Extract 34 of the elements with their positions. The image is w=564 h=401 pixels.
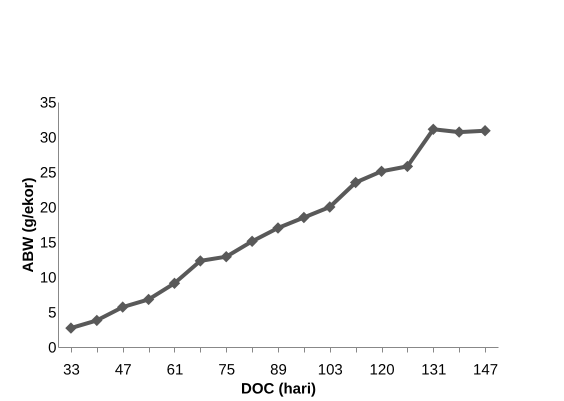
y-tick-label: 0: [48, 340, 56, 356]
point: [65, 322, 77, 334]
point: [324, 201, 336, 213]
y-tick-label: 15: [40, 234, 56, 252]
x-tick-label: 89: [270, 362, 287, 378]
x-tick-label: 47: [114, 362, 132, 378]
point: [91, 314, 103, 326]
x-tick-label: 131: [421, 362, 446, 378]
x-axis-title: DOC (hari): [241, 380, 316, 398]
point: [350, 176, 362, 188]
point: [246, 236, 258, 247]
point: [194, 255, 206, 267]
y-axis-title: ABW (g/ekor): [20, 178, 37, 272]
x-tick-label: 61: [166, 362, 184, 378]
point: [117, 301, 128, 313]
y-tick-label: 30: [40, 130, 56, 146]
point: [272, 222, 284, 234]
x-tick-label: 75: [218, 362, 236, 378]
x-tick-label: 120: [370, 362, 395, 378]
y-tick-label: 20: [40, 200, 56, 216]
point: [220, 251, 232, 262]
y-tick-label: 25: [40, 164, 56, 182]
y-tick-label: 10: [40, 270, 56, 286]
x-tick-label: 33: [63, 362, 80, 378]
point: [428, 124, 439, 135]
point: [142, 294, 154, 306]
point: [402, 160, 414, 172]
x-tick-label: 147: [473, 362, 498, 378]
point: [168, 278, 180, 289]
y-tick-label: 35: [40, 94, 56, 112]
y-tick-label: 5: [48, 304, 56, 322]
point: [376, 166, 388, 177]
point: [298, 212, 310, 224]
x-tick-label: 103: [318, 362, 343, 378]
